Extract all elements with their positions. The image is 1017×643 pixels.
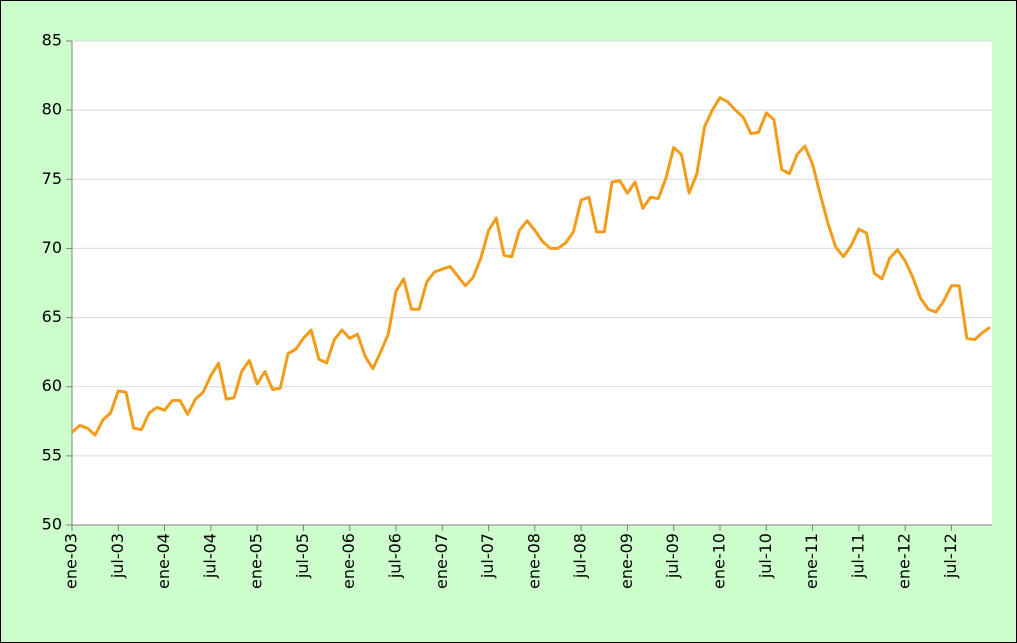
x-tick-label: ene-05	[247, 533, 266, 589]
x-tick-label: ene-06	[339, 533, 358, 589]
y-tick-label: 85	[42, 31, 62, 50]
y-tick-label: 75	[42, 169, 62, 188]
x-tick-label: ene-10	[710, 533, 729, 589]
x-tick-label: ene-11	[802, 533, 821, 589]
y-tick-label: 50	[42, 515, 62, 534]
x-tick-label: ene-12	[895, 533, 914, 589]
x-tick-label: jul-10	[756, 533, 775, 579]
x-tick-label: jul-05	[293, 533, 312, 579]
data-line	[70, 96, 991, 437]
x-tick-label: ene-04	[154, 533, 173, 589]
x-tick-label: jul-04	[200, 533, 219, 579]
x-tick-label: jul-06	[386, 533, 405, 579]
x-tick-label: ene-08	[524, 533, 543, 589]
x-tick-label: jul-12	[941, 533, 960, 579]
y-tick-label: 65	[42, 307, 62, 326]
y-tick-label: 80	[42, 100, 62, 119]
x-tick-label: jul-08	[571, 533, 590, 579]
plot-area	[72, 41, 992, 525]
x-tick-label: jul-07	[478, 533, 497, 579]
x-tick-label: ene-07	[432, 533, 451, 589]
x-tick-label: jul-09	[663, 533, 682, 579]
y-tick-label: 55	[42, 445, 62, 464]
x-tick-label: jul-03	[108, 533, 127, 579]
x-tick-label: ene-09	[617, 533, 636, 589]
y-tick-label: 60	[42, 376, 62, 395]
y-tick-label: 70	[42, 238, 62, 257]
x-tick-label: jul-11	[848, 533, 867, 579]
x-tick-label: ene-03	[62, 533, 81, 589]
